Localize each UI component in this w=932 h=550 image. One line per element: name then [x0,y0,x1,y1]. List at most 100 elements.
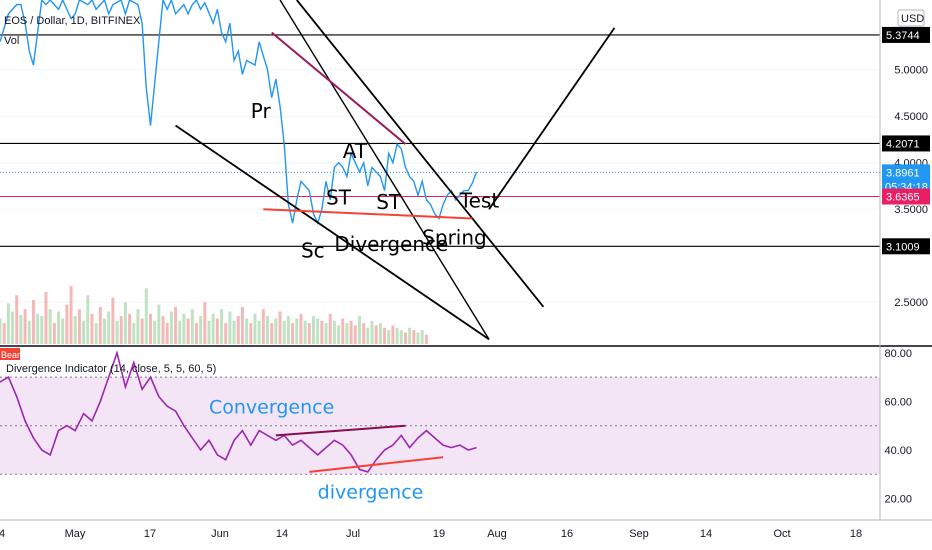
volume-label: Vol [4,35,19,47]
price-line [0,0,478,226]
volume-bar [370,320,374,344]
volume-bar [312,316,315,344]
volume-bar [69,286,73,344]
volume-bar [408,327,412,344]
volume-bar [270,323,274,344]
volume-bar [286,316,290,344]
indicator-annotations: Convergence divergence [209,397,423,504]
volume-bar [303,320,307,344]
volume-bar [282,320,286,344]
volume-bar [257,320,261,344]
volume-bar [215,318,219,344]
indicator-axis[interactable]: 80.00 60.00 40.00 20.00 [884,348,912,506]
volume-bar [123,302,127,344]
volume-bar [107,311,111,344]
annotation-label: ST [376,190,402,214]
volume-bar [11,311,15,344]
volume-bar [169,311,173,344]
indicator-axis-ticks: 80.00 60.00 40.00 20.00 [884,348,912,506]
annotation-label: AT [343,139,368,163]
price-tag-bg [882,135,930,152]
volume-bar [31,299,35,344]
volume-bar [0,318,2,344]
volume-bar [153,320,157,344]
annotation-label: Sc [301,239,325,263]
indicator-trend-drawings [275,424,444,473]
volume-bar [161,316,165,344]
volume-bar [399,330,403,344]
volume-bar [15,295,19,344]
time-tick-label: 19 [433,528,445,540]
volume-bar [324,323,328,344]
volume-bar [98,306,102,344]
volume-bar [40,316,44,344]
volume-bar [119,316,123,344]
annotation-label: Divergence [334,232,448,256]
time-tick-label: 17 [144,528,156,540]
time-tick-label: 18 [850,528,862,540]
volume-bar [73,316,77,344]
volume-bar [295,318,299,344]
volume-bar [232,320,236,344]
time-tick-label: Aug [487,528,507,540]
volume-bar [103,318,106,344]
volume-bar [115,320,119,344]
volume-bar [299,313,303,344]
volume-bar [207,320,211,344]
bear-badge: Bear [1,350,20,360]
volume-bar [266,316,270,344]
volume-bar [36,313,40,344]
volume-bar [44,291,48,344]
volume-bar [199,316,203,344]
volume-bars [0,286,428,344]
horizontal-levels [0,34,880,247]
channel-upper-line [296,0,545,308]
volume-bar [378,323,382,344]
price-tag-bg [882,188,930,205]
indicator-line [0,350,477,473]
volume-bar [341,318,345,344]
price-tag: 5.3744 [886,30,920,42]
spring-trend [263,208,473,220]
price-tag: 3.8961 [886,167,920,179]
convergence-trend [275,424,406,437]
price-tag: 3.6365 [886,191,920,203]
volume-bar [412,330,416,344]
volume-bar [236,316,240,344]
volume-bar [52,323,56,344]
volume-bar [357,316,361,344]
price-tick-label: 2.5000 [894,297,928,309]
volume-bar [157,304,161,344]
currency-label: USD [901,13,924,25]
volume-bar [291,323,295,344]
price-tick-label: 3.5000 [894,204,928,216]
time-tick-label: 16 [561,528,573,540]
volume-bar [6,303,10,344]
time-axis[interactable]: 4 May 17 Jun 14 Jul 19 Aug 16 Sep 14 Oct 18 [0,519,932,540]
volume-bar [86,295,90,344]
time-tick-label: Jul [346,528,360,540]
indicator-pane[interactable]: Convergence divergence Bear Divergence In… [0,348,880,504]
volume-bar [182,313,186,344]
channel-middle-line [279,0,490,340]
volume-bar [140,318,144,344]
projection-line [488,27,616,210]
currency-button[interactable] [897,9,925,27]
volume-bar [420,330,424,344]
indicator-grid [0,376,880,475]
annotation-label: Pr [251,99,272,123]
volume-bar [320,320,324,344]
volume-bar [174,306,178,344]
volume-bar [2,323,6,344]
volume-bar [203,302,207,344]
volume-bar [253,313,257,344]
time-tick-label: 14 [700,528,712,540]
price-tick-label: 5.0000 [894,65,928,77]
volume-bar [94,323,98,344]
volume-bar [144,288,148,344]
